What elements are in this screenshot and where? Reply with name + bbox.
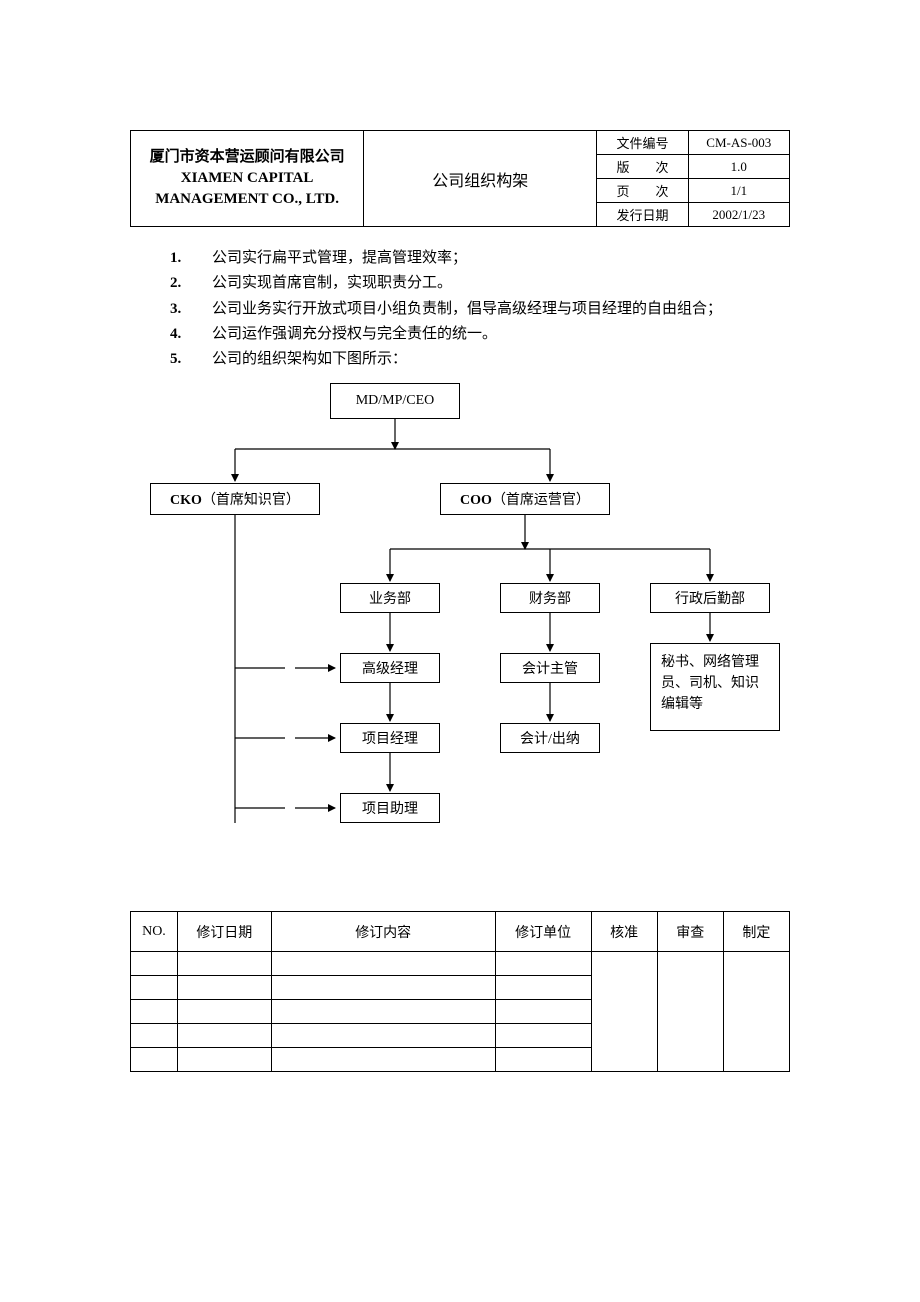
body-item-4: 4.公司运作强调充分授权与完全责任的统一。 — [170, 323, 772, 346]
company-cell: 厦门市资本营运顾问有限公司 XIAMEN CAPITAL MANAGEMENT … — [131, 131, 364, 227]
meta-label-2: 页 次 — [597, 179, 688, 203]
company-en-1: XIAMEN CAPITAL — [135, 168, 359, 189]
body-item-1: 1.公司实行扁平式管理，提高管理效率； — [170, 247, 772, 270]
company-en-2: MANAGEMENT CO., LTD. — [135, 189, 359, 210]
meta-value-1: 1.0 — [688, 155, 789, 179]
node-sm: 高级经理 — [340, 653, 440, 683]
node-biz: 业务部 — [340, 583, 440, 613]
revision-table: NO. 修订日期 修订内容 修订单位 核准 审查 制定 — [130, 911, 790, 1072]
rev-h-4: 核准 — [591, 912, 657, 952]
node-fin: 财务部 — [500, 583, 600, 613]
node-admin-staff: 秘书、网络管理员、司机、知识编辑等 — [650, 643, 780, 731]
rev-h-6: 制定 — [723, 912, 789, 952]
document-page: 厦门市资本营运顾问有限公司 XIAMEN CAPITAL MANAGEMENT … — [0, 0, 920, 1302]
node-acct-mgr: 会计主管 — [500, 653, 600, 683]
meta-value-3: 2002/1/23 — [688, 203, 789, 227]
org-chart-lines — [140, 383, 780, 883]
body-item-2: 2.公司实现首席官制，实现职责分工。 — [170, 272, 772, 295]
body-item-5: 5.公司的组织架构如下图所示： — [170, 348, 772, 371]
header-table: 厦门市资本营运顾问有限公司 XIAMEN CAPITAL MANAGEMENT … — [130, 130, 790, 227]
node-pa: 项目助理 — [340, 793, 440, 823]
body-list: 1.公司实行扁平式管理，提高管理效率； 2.公司实现首席官制，实现职责分工。 3… — [170, 247, 772, 371]
node-ceo: MD/MP/CEO — [330, 383, 460, 419]
rev-h-3: 修订单位 — [495, 912, 591, 952]
meta-value-0: CM-AS-003 — [688, 131, 789, 155]
rev-h-1: 修订日期 — [177, 912, 271, 952]
rev-h-2: 修订内容 — [271, 912, 495, 952]
rev-h-0: NO. — [131, 912, 178, 952]
body-section: 1.公司实行扁平式管理，提高管理效率； 2.公司实现首席官制，实现职责分工。 3… — [130, 247, 790, 371]
meta-label-1: 版 次 — [597, 155, 688, 179]
meta-label-3: 发行日期 — [597, 203, 688, 227]
meta-value-2: 1/1 — [688, 179, 789, 203]
node-coo: COO（首席运营官） — [440, 483, 610, 515]
company-zh: 厦门市资本营运顾问有限公司 — [135, 147, 359, 168]
rev-header-row: NO. 修订日期 修订内容 修订单位 核准 审查 制定 — [131, 912, 790, 952]
doc-title: 公司组织构架 — [364, 131, 597, 227]
org-chart: MD/MP/CEO CKO（首席知识官） COO（首席运营官） 业务部 财务部 … — [140, 383, 780, 883]
meta-label-0: 文件编号 — [597, 131, 688, 155]
rev-h-5: 审查 — [657, 912, 723, 952]
rev-row — [131, 952, 790, 976]
body-item-3: 3.公司业务实行开放式项目小组负责制，倡导高级经理与项目经理的自由组合； — [170, 298, 772, 321]
node-pm: 项目经理 — [340, 723, 440, 753]
node-acct: 会计/出纳 — [500, 723, 600, 753]
node-cko: CKO（首席知识官） — [150, 483, 320, 515]
node-admin: 行政后勤部 — [650, 583, 770, 613]
